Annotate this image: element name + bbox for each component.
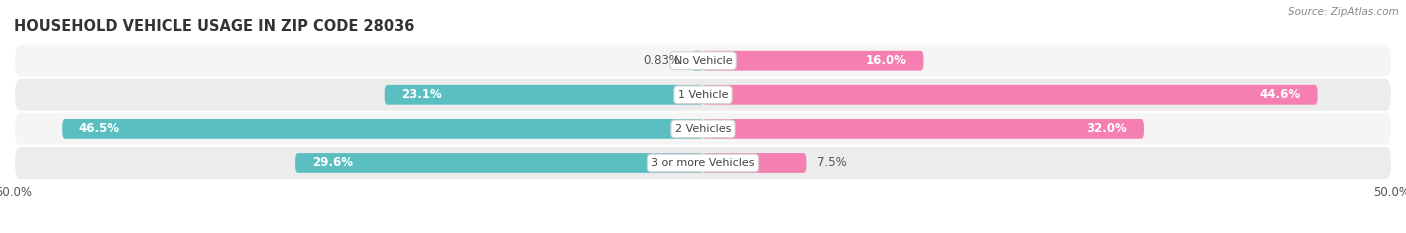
FancyBboxPatch shape (62, 119, 703, 139)
Text: Source: ZipAtlas.com: Source: ZipAtlas.com (1288, 7, 1399, 17)
Text: HOUSEHOLD VEHICLE USAGE IN ZIP CODE 28036: HOUSEHOLD VEHICLE USAGE IN ZIP CODE 2803… (14, 19, 415, 34)
FancyBboxPatch shape (703, 119, 1144, 139)
FancyBboxPatch shape (385, 85, 703, 105)
Text: 46.5%: 46.5% (79, 122, 120, 135)
FancyBboxPatch shape (703, 85, 1317, 105)
FancyBboxPatch shape (14, 146, 1392, 180)
Text: 0.83%: 0.83% (644, 54, 681, 67)
Text: 7.5%: 7.5% (817, 157, 846, 169)
FancyBboxPatch shape (703, 51, 924, 71)
Text: 23.1%: 23.1% (401, 88, 441, 101)
Text: 29.6%: 29.6% (312, 157, 353, 169)
Text: 1 Vehicle: 1 Vehicle (678, 90, 728, 100)
FancyBboxPatch shape (692, 51, 703, 71)
Text: 16.0%: 16.0% (866, 54, 907, 67)
FancyBboxPatch shape (703, 153, 807, 173)
FancyBboxPatch shape (14, 44, 1392, 78)
Text: No Vehicle: No Vehicle (673, 56, 733, 66)
Text: 3 or more Vehicles: 3 or more Vehicles (651, 158, 755, 168)
Text: 2 Vehicles: 2 Vehicles (675, 124, 731, 134)
FancyBboxPatch shape (14, 78, 1392, 112)
Text: 32.0%: 32.0% (1087, 122, 1128, 135)
Text: 44.6%: 44.6% (1260, 88, 1301, 101)
FancyBboxPatch shape (295, 153, 703, 173)
FancyBboxPatch shape (14, 112, 1392, 146)
